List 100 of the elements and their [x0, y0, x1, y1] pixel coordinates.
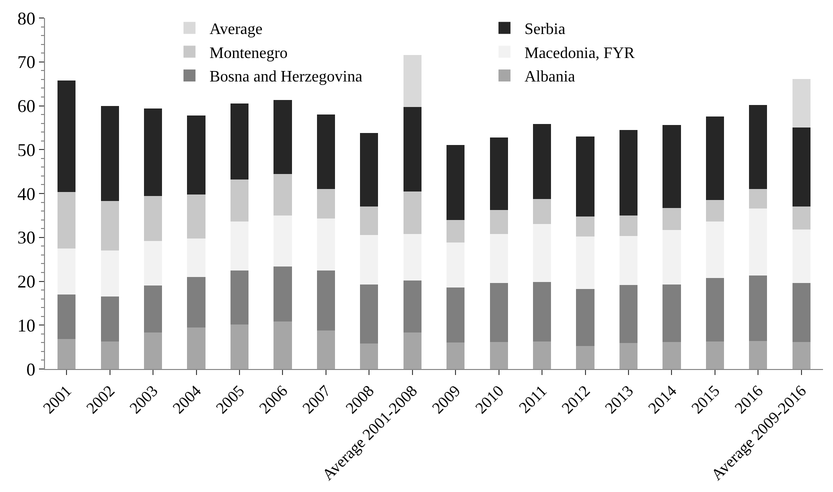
bar	[360, 284, 378, 344]
y-tick-label: 50	[17, 140, 36, 160]
y-tick-label: 30	[17, 228, 36, 248]
bar	[532, 198, 552, 224]
bar	[187, 238, 206, 277]
y-tick-label: 0	[26, 359, 36, 380]
x-tick-label: 2011	[516, 382, 551, 417]
bar	[749, 340, 768, 369]
bar	[576, 289, 594, 346]
bar	[662, 208, 681, 230]
legend-label: Albania	[524, 68, 576, 86]
bar	[316, 189, 336, 219]
bar	[619, 130, 638, 216]
bar	[58, 192, 76, 248]
bar	[706, 222, 724, 278]
bar	[792, 128, 810, 207]
legend-label: Montenegro	[209, 44, 288, 62]
bar	[274, 322, 292, 369]
bar	[532, 124, 552, 199]
bar	[706, 116, 724, 200]
bar	[360, 344, 378, 369]
legend-label: Macedonia, FYR	[524, 44, 636, 62]
bar	[662, 284, 681, 342]
bar	[100, 200, 119, 251]
legend-label: Average	[209, 21, 262, 38]
bar	[446, 287, 465, 343]
bar	[749, 104, 768, 190]
bar	[58, 294, 76, 340]
bar	[100, 250, 119, 297]
bar	[532, 341, 552, 369]
bar	[446, 242, 465, 288]
bar	[144, 196, 162, 241]
bar	[403, 191, 422, 234]
bar	[619, 343, 638, 369]
bar	[619, 215, 638, 236]
bar	[187, 194, 206, 239]
bar	[403, 234, 422, 280]
bar	[706, 278, 724, 342]
y-tick-label: 10	[17, 315, 36, 336]
bar	[490, 137, 508, 210]
bar	[274, 100, 292, 174]
y-tick-label: 20	[17, 272, 36, 292]
bar	[274, 215, 292, 266]
y-tick-label: 70	[17, 52, 36, 72]
bar	[58, 248, 76, 294]
bar	[100, 341, 119, 369]
bar	[662, 342, 681, 369]
bar	[316, 330, 336, 369]
bar	[403, 332, 422, 369]
bar	[316, 114, 336, 190]
bar	[490, 342, 508, 369]
bar	[144, 108, 162, 196]
bar	[230, 324, 249, 369]
bar	[792, 342, 810, 369]
bar	[706, 341, 724, 369]
bar	[58, 339, 76, 369]
bar	[403, 280, 422, 333]
bar	[316, 218, 336, 271]
bar	[532, 282, 552, 342]
bar	[316, 270, 336, 330]
bar	[274, 266, 292, 322]
y-tick-label: 40	[17, 184, 36, 204]
bar	[230, 104, 249, 180]
bar	[576, 346, 594, 369]
bar	[532, 224, 552, 282]
bar	[230, 222, 249, 271]
bar	[144, 240, 162, 286]
bar	[187, 115, 206, 194]
y-tick-label: 80	[17, 8, 36, 28]
bar	[360, 132, 378, 207]
bar	[749, 189, 768, 208]
bar	[360, 206, 378, 236]
bar	[619, 236, 638, 286]
bar	[792, 78, 810, 128]
bar	[792, 229, 810, 284]
bar	[576, 136, 594, 216]
bar	[360, 235, 378, 284]
bar	[662, 125, 681, 208]
bar	[187, 327, 206, 369]
bar	[490, 210, 508, 234]
bar	[403, 107, 422, 192]
bar	[749, 276, 768, 341]
bar	[749, 208, 768, 276]
legend-label: Bosna and Herzegovina	[209, 68, 362, 86]
legend-label: Serbia	[524, 21, 566, 38]
bar	[619, 285, 638, 344]
bar	[792, 283, 810, 342]
bar	[446, 220, 465, 243]
bar	[230, 179, 249, 222]
bar	[58, 80, 76, 192]
bar	[144, 286, 162, 333]
bar	[187, 276, 206, 328]
bar	[792, 206, 810, 230]
bar	[706, 200, 724, 222]
bar	[490, 283, 508, 342]
bar	[230, 270, 249, 324]
y-tick-label: 60	[17, 96, 36, 116]
bar	[100, 296, 119, 342]
bar	[274, 174, 292, 216]
bar	[490, 234, 508, 284]
